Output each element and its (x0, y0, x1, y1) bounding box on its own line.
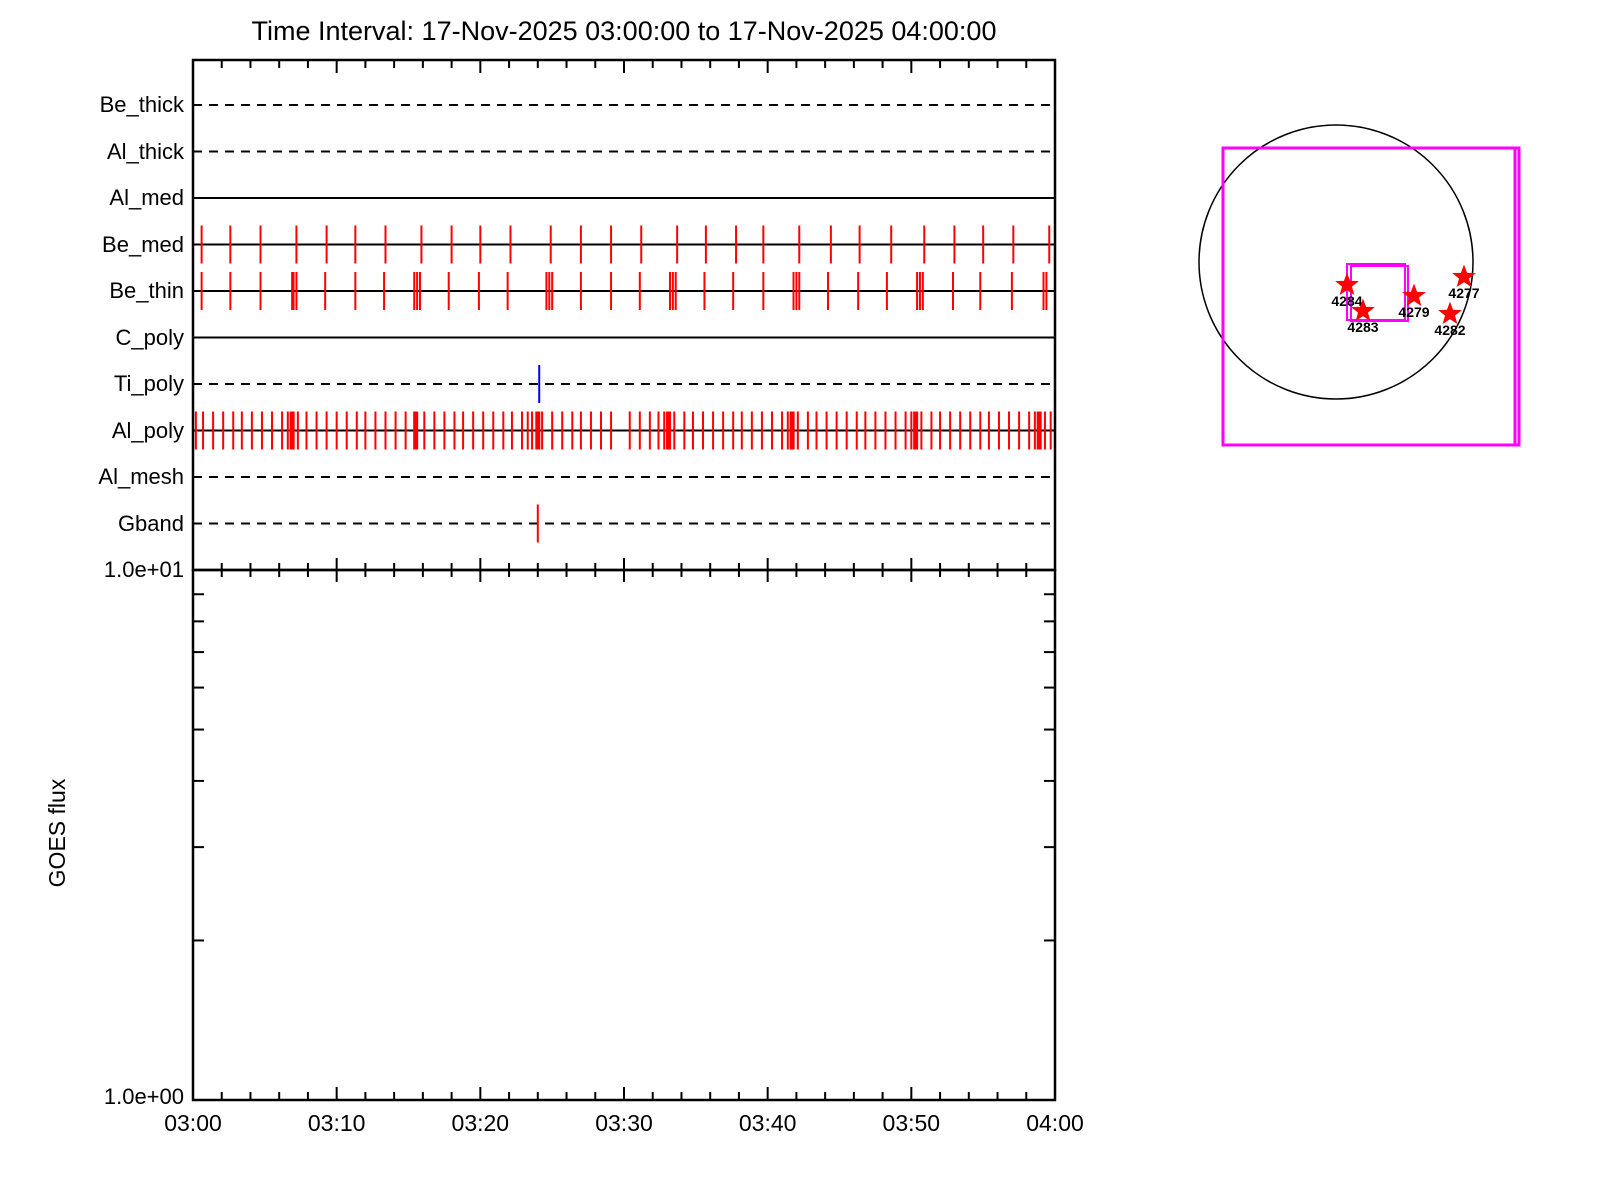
time-tick-label: 03:30 (595, 1110, 653, 1136)
active-region-star (1351, 298, 1375, 322)
time-tick-label: 03:40 (738, 1110, 797, 1136)
active-region-label: 4277 (1448, 285, 1479, 301)
active-region-star (1335, 272, 1359, 296)
timeline-panel-frame (191, 58, 1057, 572)
filter-label-be-med: Be_med (102, 231, 184, 257)
time-tick-label: 03:20 (451, 1110, 510, 1136)
filter-label-gband: Gband (117, 510, 184, 536)
filter-label-be-thick: Be_thick (99, 92, 184, 117)
solar-disk (1198, 124, 1474, 400)
filter-label-al-poly: Al_poly (111, 417, 184, 443)
filter-label-c-poly: C_poly (115, 324, 184, 350)
goes-ymax-label: 1.0e+01 (103, 557, 184, 582)
fov-rect (1346, 263, 1406, 321)
time-tick-label: 04:00 (1026, 1110, 1084, 1136)
time-tick-label: 03:10 (307, 1110, 366, 1136)
active-region-label: 4283 (1347, 319, 1378, 335)
filter-label-be-thin: Be_thin (109, 278, 184, 303)
plot-title: Time Interval: 17-Nov-2025 03:00:00 to 1… (251, 16, 997, 46)
filter-label-ti-poly: Ti_poly (113, 371, 184, 396)
filter-label-al-mesh: Al_mesh (98, 464, 184, 489)
filter-label-al-thick: Al_thick (106, 138, 184, 164)
time-tick-label: 03:00 (164, 1110, 222, 1136)
active-region-star (1438, 301, 1462, 325)
active-region-star (1452, 264, 1476, 288)
active-region-label: 4284 (1331, 293, 1362, 309)
goes-ymin-label: 1.0e+00 (103, 1084, 184, 1109)
time-tick-label: 03:50 (882, 1110, 941, 1136)
goes-axis-title: GOES flux (44, 778, 70, 888)
fov-rect (1221, 146, 1521, 447)
filter-label-al-med: Al_med (109, 185, 184, 210)
goes-panel-frame (191, 568, 1057, 1102)
active-region-label: 4279 (1398, 304, 1429, 320)
active-region-star (1402, 283, 1426, 307)
active-region-label: 4282 (1434, 322, 1465, 338)
